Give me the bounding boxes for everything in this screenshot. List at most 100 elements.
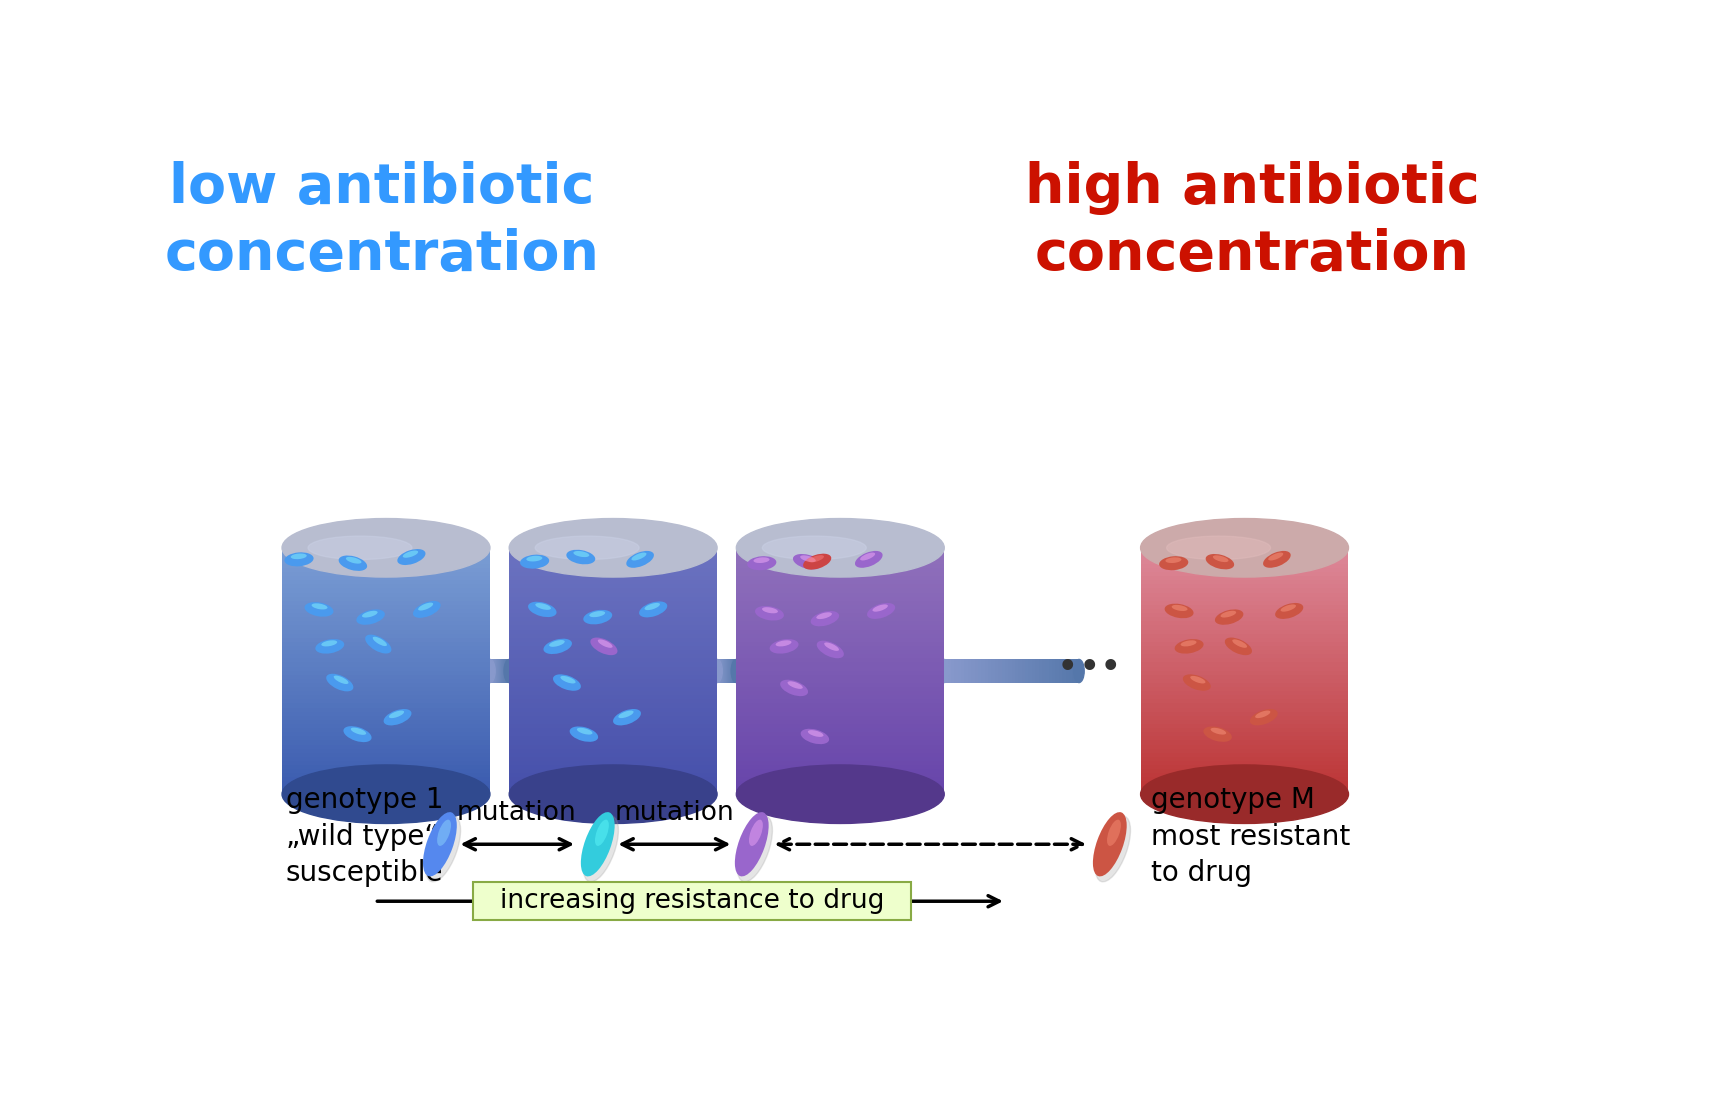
Bar: [510, 658, 718, 663]
Ellipse shape: [389, 711, 405, 718]
Bar: [737, 752, 944, 757]
Ellipse shape: [1141, 518, 1349, 578]
Ellipse shape: [1094, 816, 1131, 882]
Bar: [510, 752, 718, 757]
Bar: [282, 707, 489, 712]
Bar: [510, 695, 718, 700]
Bar: [737, 674, 944, 679]
Bar: [282, 650, 489, 654]
Ellipse shape: [583, 816, 619, 882]
Bar: [1141, 568, 1349, 572]
Bar: [1141, 662, 1349, 667]
Bar: [510, 691, 718, 695]
Bar: [1141, 601, 1349, 605]
Bar: [737, 724, 944, 728]
Text: genotype M
most resistant
to drug: genotype M most resistant to drug: [1150, 785, 1350, 888]
Bar: [282, 621, 489, 626]
Ellipse shape: [1205, 554, 1235, 570]
Bar: [982, 659, 986, 682]
Bar: [1141, 728, 1349, 733]
Bar: [1058, 659, 1063, 682]
Bar: [979, 659, 982, 682]
Bar: [737, 757, 944, 761]
Bar: [510, 707, 718, 712]
Bar: [1141, 683, 1349, 688]
Bar: [1069, 659, 1074, 682]
Bar: [1141, 671, 1349, 675]
Ellipse shape: [344, 726, 372, 742]
Bar: [737, 593, 944, 597]
Bar: [282, 695, 489, 700]
Bar: [1141, 700, 1349, 704]
Ellipse shape: [769, 639, 799, 653]
Ellipse shape: [581, 812, 614, 877]
Bar: [1141, 650, 1349, 654]
Bar: [1055, 659, 1060, 682]
Ellipse shape: [1250, 710, 1278, 725]
Ellipse shape: [590, 638, 617, 656]
Bar: [737, 626, 944, 630]
Ellipse shape: [1212, 556, 1229, 562]
Bar: [282, 658, 489, 663]
Bar: [510, 671, 718, 675]
Bar: [510, 679, 718, 683]
Bar: [282, 778, 489, 782]
Bar: [282, 716, 489, 720]
Ellipse shape: [1167, 536, 1271, 560]
Bar: [737, 638, 944, 642]
Ellipse shape: [510, 764, 718, 824]
Ellipse shape: [365, 635, 391, 653]
Bar: [1011, 659, 1015, 682]
Bar: [510, 642, 718, 647]
Ellipse shape: [776, 640, 792, 647]
Ellipse shape: [510, 518, 718, 578]
Ellipse shape: [560, 675, 576, 683]
Ellipse shape: [284, 552, 313, 567]
Bar: [510, 781, 718, 786]
Text: increasing resistance to drug: increasing resistance to drug: [500, 888, 884, 914]
Ellipse shape: [873, 604, 889, 612]
Ellipse shape: [1165, 604, 1193, 618]
Bar: [510, 584, 718, 588]
Bar: [1141, 646, 1349, 650]
Bar: [1141, 724, 1349, 728]
Bar: [737, 584, 944, 588]
Ellipse shape: [339, 556, 367, 571]
Ellipse shape: [762, 536, 866, 560]
Bar: [1141, 679, 1349, 683]
Bar: [737, 679, 944, 683]
Bar: [1141, 548, 1349, 552]
Bar: [1141, 588, 1349, 593]
Bar: [510, 688, 718, 692]
Bar: [510, 646, 718, 650]
Bar: [510, 596, 718, 602]
Ellipse shape: [520, 554, 550, 569]
Ellipse shape: [484, 659, 494, 682]
Bar: [1022, 659, 1025, 682]
Ellipse shape: [569, 726, 598, 741]
Bar: [510, 773, 718, 778]
Bar: [737, 548, 944, 552]
Ellipse shape: [801, 729, 830, 744]
Bar: [282, 683, 489, 688]
Bar: [282, 638, 489, 642]
Bar: [951, 659, 954, 682]
Bar: [944, 659, 949, 682]
Ellipse shape: [1190, 675, 1205, 683]
Bar: [1141, 593, 1349, 597]
Bar: [282, 568, 489, 572]
Bar: [1141, 785, 1349, 790]
Bar: [282, 691, 489, 695]
Ellipse shape: [737, 518, 944, 578]
Bar: [737, 761, 944, 766]
Bar: [510, 719, 718, 725]
Bar: [510, 683, 718, 688]
Ellipse shape: [567, 550, 595, 564]
Bar: [282, 688, 489, 692]
Bar: [282, 667, 489, 671]
Bar: [282, 766, 489, 770]
Ellipse shape: [334, 675, 349, 684]
Bar: [737, 613, 944, 617]
Bar: [1141, 752, 1349, 757]
Bar: [1029, 659, 1032, 682]
